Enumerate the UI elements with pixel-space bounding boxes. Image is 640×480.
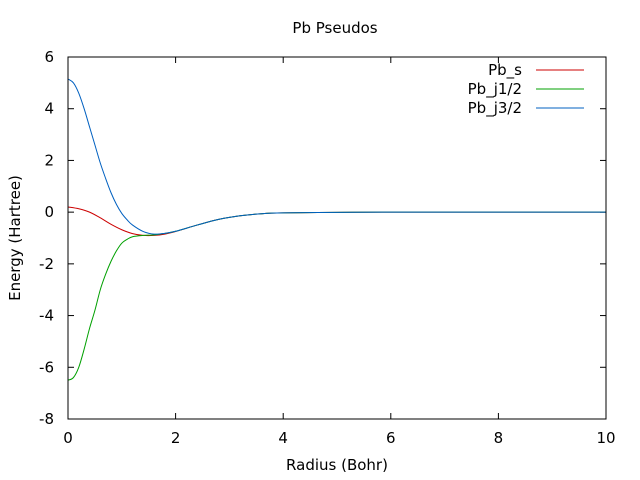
y-axis-title: Energy (Hartree) [6, 175, 24, 301]
series-line-1 [67, 206, 606, 237]
y-tick-label: -4 [39, 307, 54, 325]
y-tick-label: -2 [39, 255, 54, 273]
legend-label: Pb_j3/2 [468, 99, 522, 118]
y-tick-label: -8 [39, 410, 54, 428]
x-tick-label: 0 [63, 429, 73, 447]
y-tick-label: 6 [44, 48, 54, 66]
y-tick-label: 2 [44, 151, 54, 169]
x-tick-label: 10 [596, 429, 615, 447]
tick-group: 0 2 4 6 8 10 -8 -6 -4 -2 0 2 4 6 [39, 48, 616, 447]
x-tick-label: 2 [171, 429, 181, 447]
y-tick-label: 4 [44, 100, 54, 118]
legend-label: Pb_j1/2 [468, 80, 522, 99]
legend-label: Pb_s [488, 61, 522, 80]
series-group [67, 78, 606, 381]
x-tick-label: 8 [494, 429, 504, 447]
y-tick-label: 0 [44, 203, 54, 221]
chart-title: Pb Pseudos [292, 19, 377, 37]
x-tick-label: 6 [386, 429, 396, 447]
legend: Pb_sPb_j1/2Pb_j3/2 [468, 61, 584, 118]
series-line-2 [67, 211, 606, 381]
plot-frame [67, 56, 607, 420]
series-line-3 [67, 78, 606, 235]
y-tick-label: -6 [39, 358, 54, 376]
x-tick-label: 4 [278, 429, 288, 447]
x-axis-title: Radius (Bohr) [286, 456, 388, 474]
